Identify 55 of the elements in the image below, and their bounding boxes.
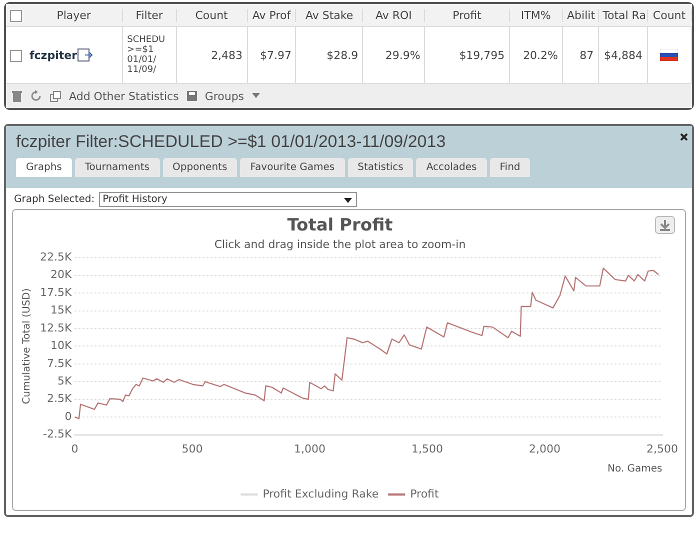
y-tick-label: 7.5K [46, 356, 72, 370]
y-tick-label: -2.5K [43, 428, 72, 441]
text: $28.9 [326, 48, 358, 62]
text: Filter [123, 8, 176, 22]
y-tick-label: 22.5K [40, 250, 72, 264]
text: Graphs [16, 158, 72, 177]
x-axis-title: No. Games [607, 464, 662, 475]
legend-label: Profit Excluding Rake [262, 487, 379, 500]
text: $4,884 [604, 48, 643, 62]
text: Tournaments [74, 158, 160, 177]
y-tick-label: 2.5K [46, 392, 72, 406]
text: Statistics [348, 158, 414, 177]
text: Graph Selected: [14, 194, 95, 205]
x-tick-label: 1,000 [294, 442, 326, 456]
text: Total Ra [598, 8, 648, 22]
text: SCHEDU >=$1 01/01/ 11/09/ [127, 35, 166, 75]
y-tick-label: 12.5K [40, 321, 72, 334]
y-tick-label: 17.5K [40, 286, 72, 299]
text: 2,483 [211, 48, 243, 62]
text: $7.97 [260, 48, 292, 62]
y-axis-title: Cumulative Total (USD) [22, 288, 33, 404]
x-tick-label: 1,500 [411, 442, 443, 456]
text: Accolades [416, 158, 487, 177]
text: Av Prof [248, 8, 296, 22]
text: Find [490, 158, 530, 177]
text: 29.9% [385, 48, 420, 62]
y-tick-label: 10K [50, 339, 72, 352]
text: Groups [204, 90, 244, 102]
text: Av Stake [296, 8, 364, 22]
text: Count [648, 8, 692, 22]
x-tick-label: 2,000 [528, 442, 560, 456]
chart-subtitle: Click and drag inside the plot area to zoom-in [214, 238, 466, 251]
text: ITM% [510, 8, 564, 22]
text: fczpiter Filter:SCHEDULED >=$1 01/01/2013-11/09/2013 [16, 132, 447, 152]
y-tick-label: 20K [50, 268, 72, 282]
text: Profit [425, 8, 510, 22]
text: Profit History [102, 194, 168, 205]
text: Player [26, 8, 124, 22]
chart-title: Total Profit [287, 216, 393, 236]
text: 20.2% [523, 48, 558, 62]
text: fczpiter [30, 48, 77, 62]
legend-label: Profit [410, 487, 440, 500]
x-tick-label: 2,500 [646, 442, 678, 456]
text: $19,795 [459, 48, 505, 62]
y-tick-label: 5K [57, 374, 72, 388]
text: Abilit [563, 8, 599, 22]
y-tick-label: 15K [50, 304, 72, 317]
text: 87 [580, 48, 594, 62]
text: Opponents [162, 158, 238, 177]
text: Add Other Statistics [69, 90, 179, 102]
text: Av ROI [363, 8, 426, 22]
text: Favourite Games [240, 158, 345, 177]
x-tick-label: 500 [182, 442, 203, 456]
text: Count [176, 8, 248, 22]
y-tick-label: 0 [64, 410, 72, 423]
